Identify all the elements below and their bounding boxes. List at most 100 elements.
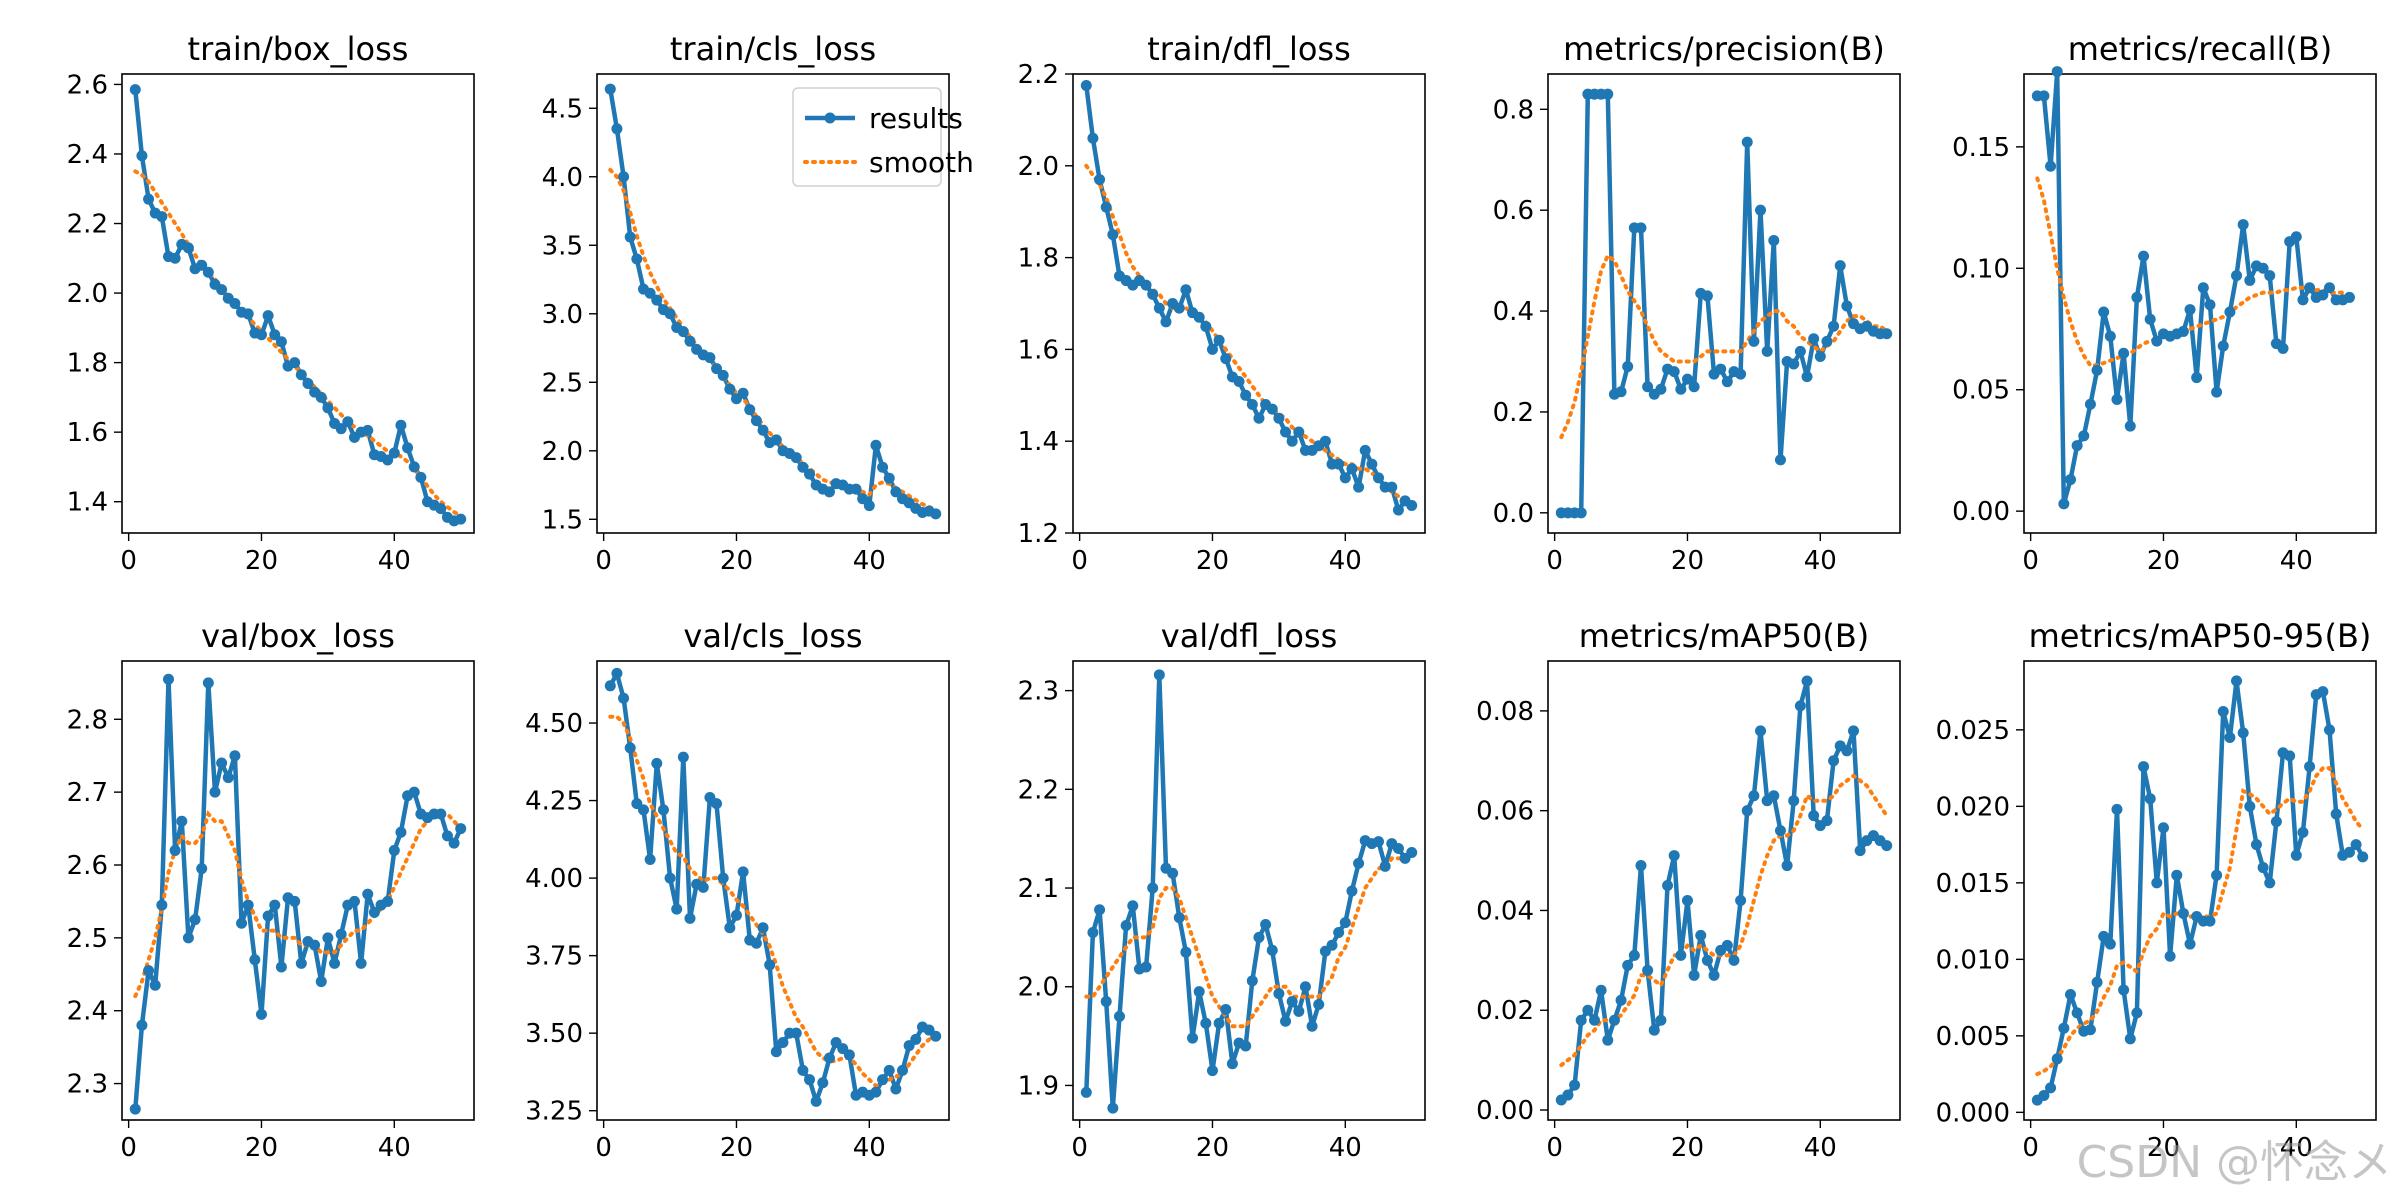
y-tick-label: 2.3 <box>67 1070 108 1100</box>
y-tick-label: 2.6 <box>67 851 108 881</box>
data-point <box>402 442 414 454</box>
data-point <box>1808 333 1820 345</box>
y-tick-label: 0.08 <box>1476 697 1534 727</box>
x-tick-label: 40 <box>378 1133 411 1163</box>
data-point <box>1575 1014 1587 1026</box>
y-tick-label: 3.75 <box>525 942 583 972</box>
data-point <box>1406 846 1418 858</box>
data-point <box>2250 839 2262 851</box>
data-point <box>1140 279 1152 291</box>
data-point <box>823 486 835 498</box>
x-tick-label: 0 <box>595 546 612 576</box>
data-point <box>1675 949 1687 961</box>
data-point <box>1662 880 1674 892</box>
data-point <box>1728 954 1740 966</box>
data-point <box>169 844 181 856</box>
y-tick-label: 0.020 <box>1936 792 2010 822</box>
x-tick-label: 0 <box>1546 1133 1563 1163</box>
x-tick-label: 40 <box>853 1133 886 1163</box>
data-point <box>455 823 467 835</box>
data-point <box>1193 311 1205 323</box>
data-point <box>1100 201 1112 213</box>
subplot-train-dfl-loss: train/dfl_loss 0 20 40 1.2 1.4 1.6 1.8 2.0 2.2 <box>1018 30 1426 576</box>
data-point <box>382 895 394 907</box>
data-point <box>1615 386 1627 398</box>
data-point <box>2357 851 2369 863</box>
data-point <box>757 424 769 436</box>
data-point <box>1801 675 1813 687</box>
chart-title: val/dfl_loss <box>1161 617 1338 655</box>
legend: results smooth <box>792 87 974 187</box>
data-point <box>890 486 902 498</box>
x-tick-label: 40 <box>2280 546 2313 576</box>
data-point <box>611 123 623 135</box>
data-point <box>1748 790 1760 802</box>
x-tick-label: 20 <box>720 1133 753 1163</box>
data-point <box>817 1077 829 1089</box>
y-tick-label: 0.15 <box>1952 133 2010 163</box>
data-point <box>797 461 809 473</box>
data-point <box>1087 926 1099 938</box>
data-point <box>790 1027 802 1039</box>
data-point <box>1346 885 1358 897</box>
data-point <box>1253 931 1265 943</box>
data-point <box>883 1064 895 1076</box>
subplot-val-box-loss: val/box_loss 0 20 40 2.3 2.4 2.5 2.6 2.7 2.8 <box>67 617 475 1163</box>
axes-frame <box>1072 73 1426 534</box>
data-point <box>448 837 460 849</box>
y-tick-label: 3.50 <box>525 1019 583 1049</box>
data-point <box>1794 345 1806 357</box>
data-point <box>1774 825 1786 837</box>
data-point <box>1595 984 1607 996</box>
data-point <box>684 912 696 924</box>
data-point <box>1755 725 1767 737</box>
axes-frame <box>596 73 950 534</box>
data-point <box>382 454 394 466</box>
data-point <box>1100 996 1112 1008</box>
y-tick-label: 0.05 <box>1952 376 2010 406</box>
y-tick-label: 3.25 <box>525 1097 583 1127</box>
data-point <box>295 957 307 969</box>
data-point <box>1200 1017 1212 1029</box>
data-point <box>209 786 221 798</box>
data-point <box>2264 877 2276 889</box>
data-point <box>1788 795 1800 807</box>
y-tick-label: 1.8 <box>67 349 108 379</box>
data-point <box>216 284 228 296</box>
y-tick-label: 0.005 <box>1936 1022 2010 1052</box>
data-point <box>2204 299 2216 311</box>
data-point <box>1695 929 1707 941</box>
data-point <box>2304 282 2316 294</box>
data-point <box>1280 1015 1292 1027</box>
data-point <box>711 798 723 810</box>
y-tick-label: 1.9 <box>1018 1071 1059 1101</box>
data-point <box>810 1095 822 1107</box>
data-point <box>717 872 729 884</box>
data-point <box>637 804 649 816</box>
data-point <box>2343 291 2355 303</box>
data-point <box>2111 803 2123 815</box>
data-point <box>335 423 347 435</box>
data-point <box>1841 745 1853 757</box>
series-line-smooth <box>2035 176 2352 368</box>
data-point <box>362 888 374 900</box>
data-point <box>2277 342 2289 354</box>
x-tick-label: 0 <box>2022 1133 2039 1163</box>
data-point <box>1569 1079 1581 1091</box>
data-point <box>2264 270 2276 282</box>
data-point <box>2124 1033 2136 1045</box>
data-point <box>408 461 420 473</box>
data-point <box>2131 1007 2143 1019</box>
y-tick-label: 0.00 <box>1476 1096 1534 1126</box>
data-point <box>196 863 208 875</box>
data-point <box>2071 440 2083 452</box>
chart-title: train/dfl_loss <box>1147 30 1351 68</box>
data-point <box>1187 1032 1199 1044</box>
axes-frame <box>2023 73 2377 534</box>
data-point <box>2270 816 2282 828</box>
data-point <box>1635 222 1647 234</box>
data-point <box>744 404 756 416</box>
y-tick-label: 0.6 <box>1493 196 1534 226</box>
y-tick-label: 2.5 <box>67 924 108 954</box>
y-tick-label: 0.10 <box>1952 254 2010 284</box>
